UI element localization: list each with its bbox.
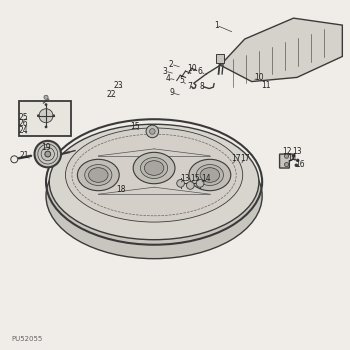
Text: 3: 3 [163,66,168,76]
Ellipse shape [49,124,259,240]
Ellipse shape [200,168,219,182]
Text: 17: 17 [240,154,250,163]
Text: 15: 15 [130,122,139,131]
Ellipse shape [85,164,112,186]
Text: 18: 18 [116,185,126,194]
Circle shape [187,182,194,189]
Text: 7: 7 [187,82,192,91]
Text: 17: 17 [232,154,241,163]
Text: 15: 15 [190,174,200,183]
Circle shape [146,125,159,138]
Text: 12: 12 [282,147,292,156]
Circle shape [39,109,53,123]
Text: 25: 25 [19,113,28,122]
Circle shape [292,154,295,158]
Text: 8: 8 [200,82,204,91]
Text: 24: 24 [19,126,28,135]
Text: 14: 14 [287,154,297,163]
Circle shape [149,129,155,134]
Text: PU52055: PU52055 [12,336,43,342]
Text: 13: 13 [292,147,302,156]
Circle shape [37,114,40,117]
Text: 1: 1 [214,21,218,30]
Text: 10: 10 [187,64,197,73]
Bar [216,54,224,63]
Text: 26: 26 [19,119,28,128]
Ellipse shape [46,133,262,259]
Ellipse shape [133,152,175,184]
Circle shape [52,114,55,117]
Circle shape [44,126,47,128]
Text: 5: 5 [180,76,184,85]
Text: 6: 6 [198,66,203,76]
Ellipse shape [189,159,231,191]
Ellipse shape [89,168,108,182]
Ellipse shape [144,161,164,175]
Text: 22: 22 [107,90,116,99]
Text: 19: 19 [41,142,51,152]
Circle shape [45,151,51,157]
Text: 4: 4 [166,74,170,83]
Circle shape [35,141,61,167]
Text: 10: 10 [254,73,264,82]
Text: 23: 23 [114,81,123,90]
FancyBboxPatch shape [19,101,71,136]
Text: 14: 14 [202,174,211,183]
Ellipse shape [77,159,119,191]
Circle shape [295,163,298,167]
Circle shape [44,103,47,106]
Circle shape [44,95,48,99]
Text: 21: 21 [20,151,29,160]
Text: 11: 11 [261,81,271,90]
Polygon shape [220,18,342,82]
Circle shape [196,180,204,187]
Ellipse shape [196,164,223,186]
Circle shape [296,159,300,162]
Text: 2: 2 [168,60,173,69]
Circle shape [285,154,289,158]
Polygon shape [280,154,294,168]
Circle shape [285,162,289,167]
Text: 13: 13 [180,174,190,183]
Circle shape [177,180,184,187]
Text: 9: 9 [169,88,174,97]
Ellipse shape [65,128,243,222]
Text: 16: 16 [295,160,304,169]
Ellipse shape [140,158,168,178]
